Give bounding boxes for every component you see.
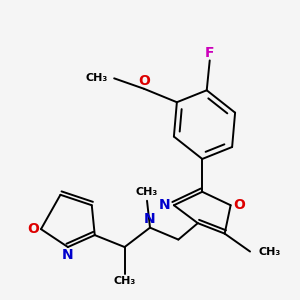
Text: CH₃: CH₃ (258, 247, 281, 256)
Text: CH₃: CH₃ (113, 276, 136, 286)
Text: N: N (158, 198, 170, 212)
Text: N: N (144, 212, 156, 226)
Text: F: F (205, 46, 214, 60)
Text: N: N (62, 248, 74, 262)
Text: CH₃: CH₃ (136, 188, 158, 197)
Text: O: O (234, 198, 245, 212)
Text: O: O (138, 74, 150, 88)
Text: O: O (28, 222, 40, 236)
Text: CH₃: CH₃ (86, 73, 108, 83)
